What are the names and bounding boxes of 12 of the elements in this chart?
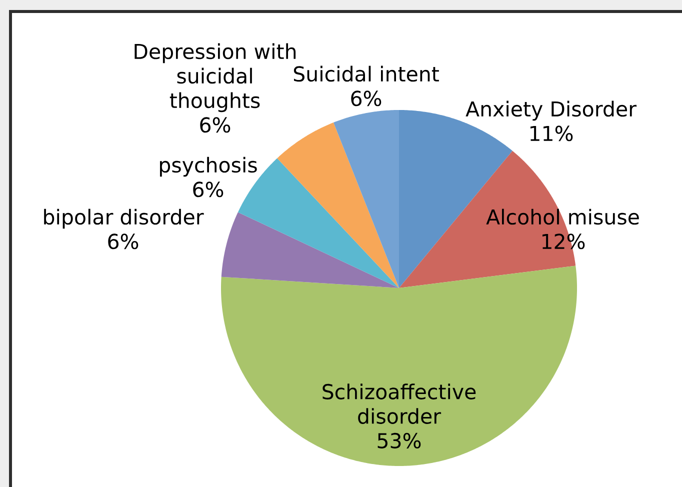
slice-label: Schizoaffective disorder: [322, 384, 476, 424]
slice-label: Anxiety Disorder: [466, 100, 637, 121]
slice-label: bipolar disorder: [44, 208, 204, 229]
slice-label: psychosis: [160, 156, 257, 177]
data-label: 6%: [200, 117, 230, 133]
data-label: 11%: [530, 126, 573, 142]
data-label: 6%: [351, 90, 382, 106]
data-label: 6%: [108, 234, 138, 250]
data-label: 6%: [193, 182, 224, 198]
slice-label: Suicidal intent: [294, 66, 439, 82]
slice-label: Alcohol misuse: [486, 208, 639, 225]
data-label: 53%: [378, 432, 421, 448]
